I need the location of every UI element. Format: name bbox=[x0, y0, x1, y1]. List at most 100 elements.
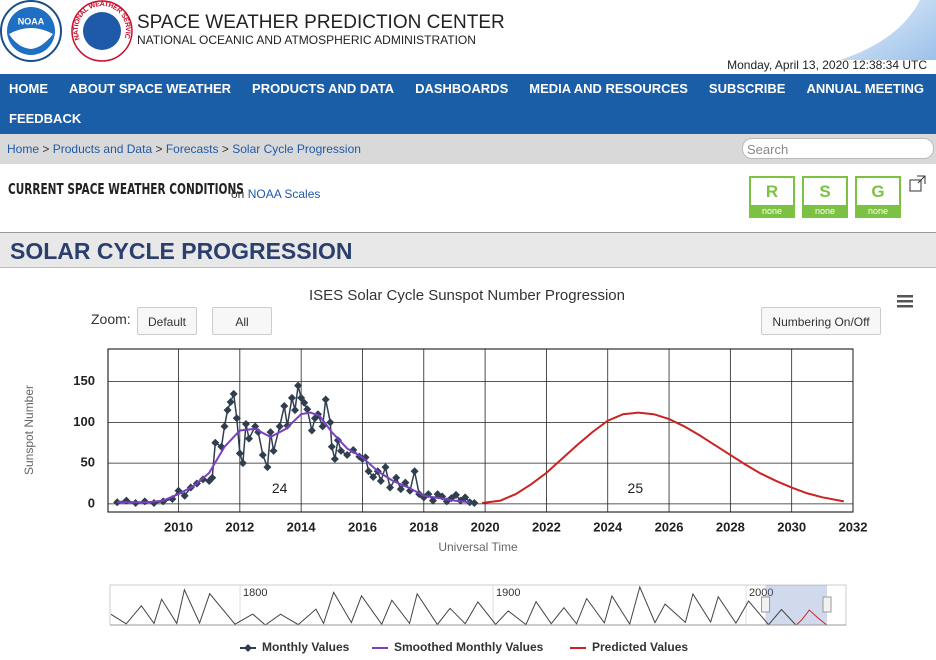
data-point bbox=[369, 472, 378, 481]
nav-link[interactable]: MEDIA AND RESOURCES bbox=[529, 81, 688, 96]
data-point bbox=[433, 490, 442, 499]
datetime: Monday, April 13, 2020 12:38:34 UTC bbox=[727, 58, 927, 72]
menu-bar bbox=[897, 305, 913, 308]
scale-letter: S bbox=[819, 182, 831, 201]
data-point bbox=[283, 421, 292, 430]
legend-label: Predicted Values bbox=[592, 640, 688, 654]
data-point bbox=[428, 496, 437, 505]
data-point bbox=[303, 405, 312, 414]
numbering-button[interactable]: Numbering On/Off bbox=[761, 307, 881, 335]
y-tick-label: 0 bbox=[88, 495, 95, 510]
conditions-on: on NOAA Scales bbox=[231, 187, 320, 201]
breadcrumb-separator: > bbox=[155, 142, 163, 156]
data-point bbox=[465, 498, 474, 507]
legend-label: Smoothed Monthly Values bbox=[394, 640, 544, 654]
data-point bbox=[180, 491, 189, 500]
nav-link[interactable]: ANNUAL MEETING bbox=[806, 81, 924, 96]
nav-link[interactable]: HOME bbox=[9, 81, 48, 96]
data-point bbox=[410, 467, 419, 476]
scale-letter: G bbox=[871, 182, 885, 201]
x-tick-label: 2018 bbox=[409, 519, 438, 534]
menu-icon[interactable] bbox=[897, 295, 913, 308]
x-tick-label: 2016 bbox=[348, 519, 377, 534]
data-point bbox=[131, 499, 140, 508]
data-point bbox=[140, 497, 149, 506]
data-point bbox=[349, 446, 358, 455]
navigator-tick-label: 2000 bbox=[749, 587, 773, 599]
on-text: on bbox=[231, 187, 245, 201]
x-tick-label: 2014 bbox=[287, 519, 317, 534]
chart-title: ISES Solar Cycle Sunspot Number Progress… bbox=[309, 287, 625, 304]
noaa-logo-text: NOAA bbox=[18, 16, 45, 26]
popout-icon[interactable] bbox=[909, 175, 927, 193]
header-graphics: NOAA NATIONAL WEATHER SERVICE SPACE WEAT… bbox=[0, 0, 936, 72]
breadcrumb-link[interactable]: Home bbox=[7, 142, 40, 156]
noaa-scales-link[interactable]: NOAA Scales bbox=[247, 187, 321, 201]
data-point bbox=[300, 398, 309, 407]
x-tick-label: 2024 bbox=[593, 519, 623, 534]
breadcrumb-link[interactable]: Solar Cycle Progression bbox=[232, 142, 361, 156]
data-point bbox=[217, 442, 226, 451]
data-point bbox=[327, 442, 336, 451]
breadcrumb-separator: > bbox=[42, 142, 50, 156]
nav-link[interactable]: SUBSCRIBE bbox=[708, 81, 786, 96]
x-tick-label: 2012 bbox=[225, 519, 254, 534]
data-point bbox=[287, 393, 296, 402]
data-point bbox=[174, 486, 183, 495]
nav-link[interactable]: DASHBOARDS bbox=[415, 81, 509, 96]
scale-status: none bbox=[804, 205, 846, 218]
x-tick-label: 2028 bbox=[716, 519, 745, 534]
zoom-all-button[interactable]: All bbox=[212, 307, 272, 335]
zoom-default-button[interactable]: Default bbox=[137, 307, 197, 335]
breadcrumb-link[interactable]: Products and Data bbox=[52, 142, 153, 156]
navigator-handle[interactable] bbox=[761, 596, 771, 613]
data-point bbox=[294, 381, 303, 390]
data-point bbox=[307, 426, 316, 435]
site-title: SPACE WEATHER PREDICTION CENTER bbox=[137, 12, 505, 33]
title-bar: SOLAR CYCLE PROGRESSION bbox=[0, 232, 936, 268]
x-tick-label: 2026 bbox=[655, 519, 684, 534]
nav-bar: HOME ABOUT SPACE WEATHER PRODUCTS AND DATA… bbox=[0, 74, 936, 134]
data-point bbox=[373, 467, 382, 476]
scale-letter: R bbox=[765, 182, 779, 201]
nws-logo-inner bbox=[83, 12, 121, 50]
plot-area bbox=[107, 348, 854, 513]
legend-marker bbox=[244, 644, 252, 652]
data-point bbox=[297, 393, 306, 402]
data-point bbox=[251, 422, 260, 431]
data-point bbox=[337, 446, 346, 455]
nav-link[interactable]: FEEDBACK bbox=[9, 111, 82, 126]
data-point bbox=[330, 455, 339, 464]
data-point bbox=[451, 490, 460, 499]
x-tick-label: 2030 bbox=[777, 519, 806, 534]
data-point bbox=[229, 389, 238, 398]
navigator-tick-label: 1800 bbox=[243, 587, 267, 599]
navigator-tick-label: 1900 bbox=[496, 587, 520, 599]
data-point bbox=[333, 436, 342, 445]
search-box[interactable]: Search bbox=[742, 138, 934, 159]
data-point bbox=[208, 473, 217, 482]
popout-arrow bbox=[917, 175, 926, 184]
navigator-line bbox=[796, 609, 827, 626]
data-point bbox=[386, 483, 395, 492]
data-point bbox=[223, 406, 232, 415]
breadcrumb-link[interactable]: Forecasts bbox=[165, 142, 219, 156]
scale-status: none bbox=[751, 205, 793, 218]
data-point bbox=[269, 446, 278, 455]
navigator-handle[interactable] bbox=[822, 596, 832, 613]
data-point bbox=[280, 402, 289, 411]
popout-box bbox=[909, 179, 922, 192]
data-point bbox=[275, 422, 284, 431]
nav-link[interactable]: PRODUCTS AND DATA bbox=[252, 81, 395, 96]
data-point bbox=[424, 490, 433, 499]
data-point bbox=[364, 467, 373, 476]
data-point bbox=[113, 498, 122, 507]
nav-link[interactable]: ABOUT SPACE WEATHER bbox=[69, 81, 232, 96]
data-point bbox=[401, 478, 410, 487]
data-point bbox=[470, 499, 479, 508]
data-point bbox=[447, 494, 456, 503]
